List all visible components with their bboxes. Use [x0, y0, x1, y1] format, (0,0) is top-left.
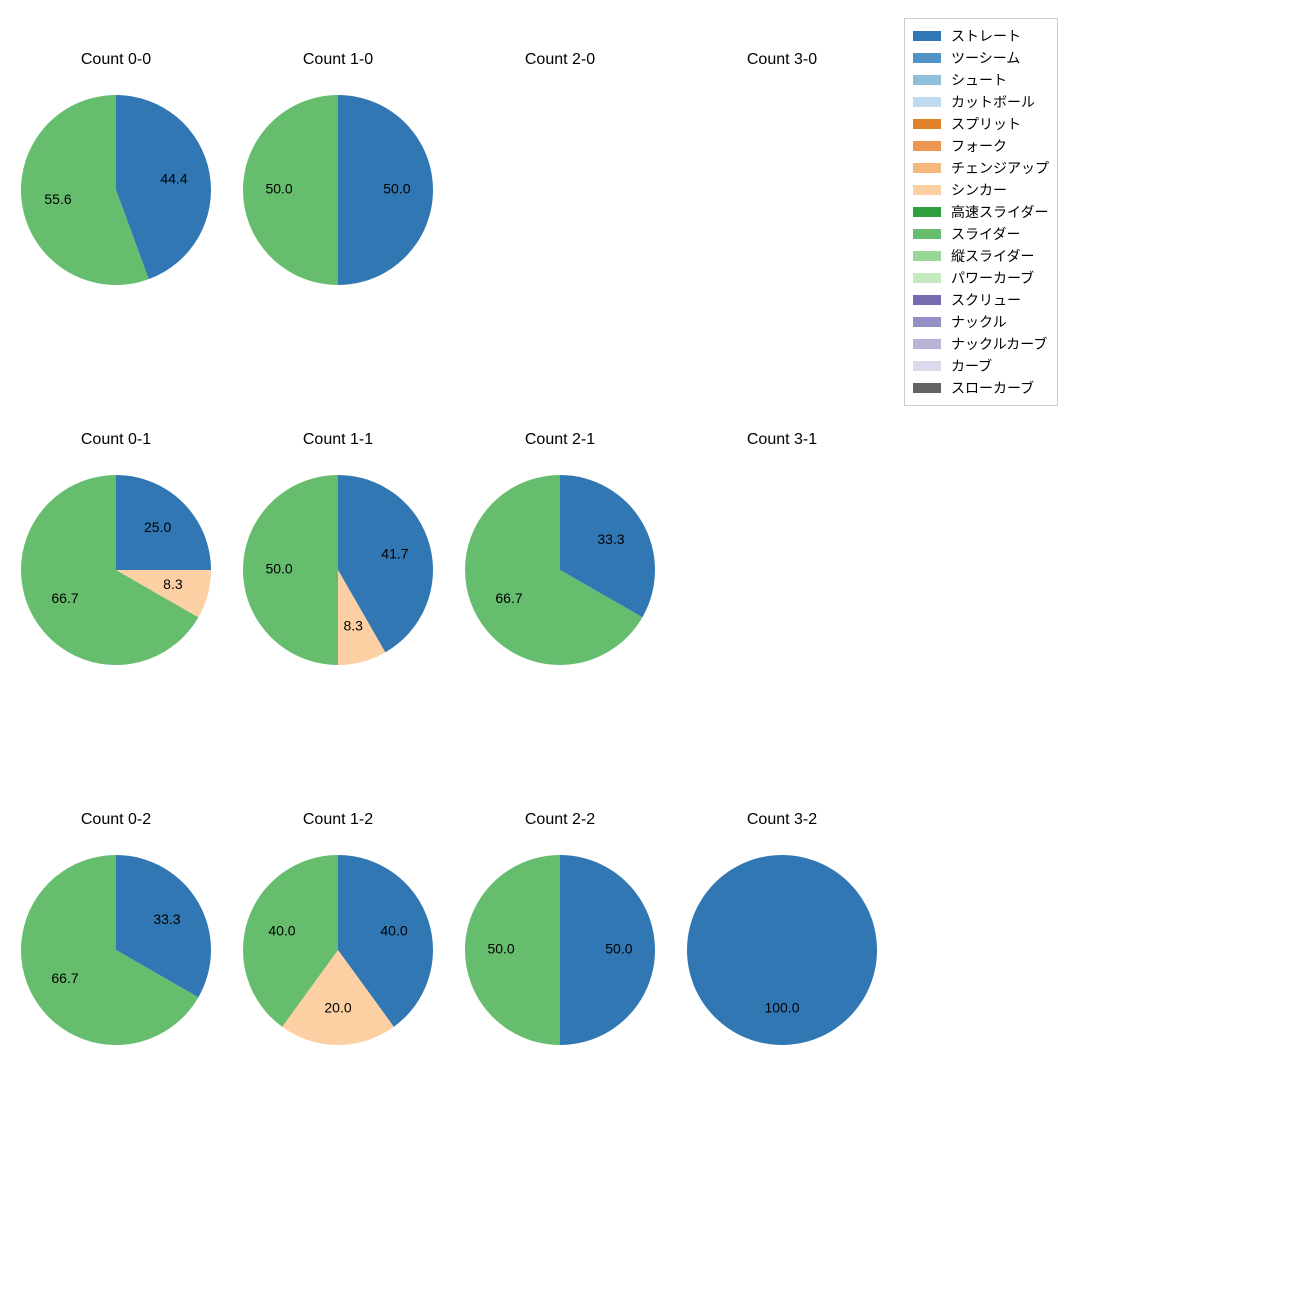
legend-label: ナックルカーブ [951, 334, 1047, 354]
legend-swatch [913, 361, 941, 371]
legend-item: パワーカーブ [913, 267, 1049, 289]
legend-item: カットボール [913, 91, 1049, 113]
legend-item: カーブ [913, 355, 1049, 377]
legend-item: シュート [913, 69, 1049, 91]
legend-label: チェンジアップ [951, 158, 1049, 178]
legend-item: スローカーブ [913, 377, 1049, 399]
legend-label: ツーシーム [951, 48, 1020, 68]
figure: Count 0-044.455.6Count 1-050.050.0Count … [0, 0, 1300, 1300]
pie-slice-label: 33.3 [153, 911, 180, 927]
pie-slice-label: 20.0 [324, 1000, 351, 1016]
legend-item: スプリット [913, 113, 1049, 135]
legend-swatch [913, 75, 941, 85]
pie-slice-label: 100.0 [764, 1000, 799, 1016]
legend-item: 縦スライダー [913, 245, 1049, 267]
pie-slice-label: 40.0 [268, 923, 295, 939]
pie-slice-label: 50.0 [487, 941, 514, 957]
legend-label: 縦スライダー [951, 246, 1034, 266]
pie-slice-label: 66.7 [51, 590, 78, 606]
legend-item: チェンジアップ [913, 157, 1049, 179]
legend-item: ストレート [913, 25, 1049, 47]
legend-swatch [913, 31, 941, 41]
legend-label: スクリュー [951, 290, 1021, 310]
legend-item: スクリュー [913, 289, 1049, 311]
legend-label: パワーカーブ [951, 268, 1034, 288]
pie-slice-label: 8.3 [163, 576, 183, 592]
pie-slice-label: 50.0 [265, 181, 292, 197]
legend-swatch [913, 251, 941, 261]
legend-item: 高速スライダー [913, 201, 1049, 223]
pie-slice-label: 44.4 [160, 170, 187, 186]
legend-label: フォーク [951, 136, 1007, 156]
pie-chart: 100.0 [647, 815, 917, 1085]
pie-slice-label: 25.0 [144, 519, 171, 535]
legend-label: カーブ [951, 356, 992, 376]
legend-item: ナックル [913, 311, 1049, 333]
legend-label: カットボール [951, 92, 1035, 112]
pie-slice-label: 55.6 [44, 191, 71, 207]
pie-slice-label: 41.7 [381, 546, 408, 562]
legend-swatch [913, 53, 941, 63]
legend-label: スライダー [951, 224, 1020, 244]
legend-swatch [913, 295, 941, 305]
legend-swatch [913, 141, 941, 151]
legend-item: スライダー [913, 223, 1049, 245]
pie-slice-label: 50.0 [605, 941, 632, 957]
legend-item: フォーク [913, 135, 1049, 157]
legend-swatch [913, 97, 941, 107]
pie-slice-label: 33.3 [597, 531, 624, 547]
pie-slice-label: 66.7 [495, 590, 522, 606]
legend-label: スプリット [951, 114, 1021, 134]
legend-swatch [913, 339, 941, 349]
legend-swatch [913, 163, 941, 173]
legend-swatch [913, 317, 941, 327]
legend-item: ツーシーム [913, 47, 1049, 69]
legend: ストレートツーシームシュートカットボールスプリットフォークチェンジアップシンカー… [904, 18, 1058, 406]
legend-swatch [913, 383, 941, 393]
pie-chart [647, 435, 917, 705]
pie-slice-label: 40.0 [380, 923, 407, 939]
pie-slice [687, 855, 877, 1045]
legend-label: ナックル [951, 312, 1007, 332]
pie-chart [647, 55, 917, 325]
legend-swatch [913, 273, 941, 283]
pie-slice-label: 8.3 [343, 618, 363, 634]
legend-swatch [913, 119, 941, 129]
legend-label: シュート [951, 70, 1007, 90]
legend-item: シンカー [913, 179, 1049, 201]
legend-swatch [913, 229, 941, 239]
legend-label: ストレート [951, 26, 1021, 46]
legend-item: ナックルカーブ [913, 333, 1049, 355]
legend-label: 高速スライダー [951, 202, 1048, 222]
legend-swatch [913, 185, 941, 195]
legend-label: シンカー [951, 180, 1007, 200]
legend-label: スローカーブ [951, 378, 1034, 398]
pie-slice-label: 66.7 [51, 970, 78, 986]
pie-slice-label: 50.0 [383, 181, 410, 197]
legend-swatch [913, 207, 941, 217]
pie-slice-label: 50.0 [265, 561, 292, 577]
